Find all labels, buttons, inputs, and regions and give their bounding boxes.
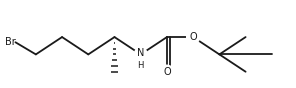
Text: O: O [189, 32, 197, 42]
Circle shape [160, 65, 173, 78]
Text: H: H [138, 61, 144, 70]
Text: Br: Br [5, 37, 16, 47]
Circle shape [187, 31, 200, 44]
Circle shape [134, 48, 147, 61]
Text: O: O [163, 67, 171, 77]
Text: N: N [137, 48, 144, 58]
